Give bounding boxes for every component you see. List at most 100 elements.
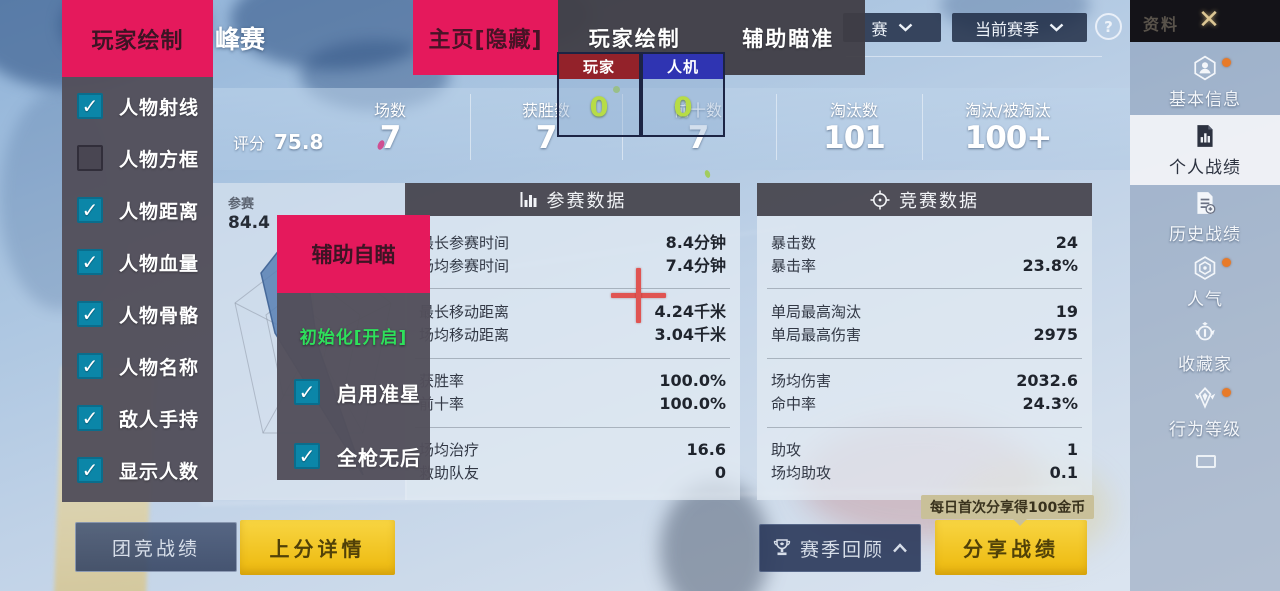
chart-doc-icon xyxy=(1197,124,1213,147)
sidebar-item-collector[interactable]: 收藏家 xyxy=(1130,315,1280,380)
checkbox-row[interactable]: ✓ 显示人数 xyxy=(62,444,213,496)
sidebar-item-personal-record[interactable]: 个人战绩 xyxy=(1130,115,1280,185)
checkbox-row[interactable]: ✓ 人物骨骼 xyxy=(62,288,213,340)
sidebar-item-popularity[interactable]: 人气 xyxy=(1130,250,1280,315)
share-record-button[interactable]: 分享战绩 xyxy=(935,520,1087,575)
close-icon[interactable]: ✕ xyxy=(1198,5,1220,35)
counter-value: 0 xyxy=(673,91,693,123)
bot-counter: 人机 0 xyxy=(641,52,725,137)
esp-panel: 玩家绘制 ✓ 人物射线 ✓ 人物方框 ✓ 人物距离 ✓ 人物血量 ✓ 人物骨骼 xyxy=(62,0,213,502)
competition-panel: 竞赛数据 暴击数 24 暴击率 23.8% 单局最高淘汰 19 单局最高伤害 2975 … xyxy=(757,183,1092,500)
checkbox[interactable]: ✓ xyxy=(77,249,103,275)
stat-row: 最长参赛时间 8.4分钟 xyxy=(419,232,726,252)
stat-row: 获胜率 100.0% xyxy=(419,371,726,391)
popularity-icon xyxy=(1194,256,1216,280)
counter-value: 0 xyxy=(589,91,609,123)
rating-value: 75.8 xyxy=(274,130,324,154)
stat-divider xyxy=(776,94,777,160)
sidebar-title: 资料 xyxy=(1143,15,1180,34)
checkbox[interactable]: ✓ xyxy=(77,301,103,327)
stat-row: 命中率 24.3% xyxy=(771,394,1078,414)
checkbox[interactable]: ✓ xyxy=(77,145,103,171)
esp-panel-body: ✓ 人物射线 ✓ 人物方框 ✓ 人物距离 ✓ 人物血量 ✓ 人物骨骼 ✓ 人物名… xyxy=(62,77,213,502)
stat-row: 场均移动距离 3.04千米 xyxy=(419,324,726,344)
mode-dropdown-label: 赛 xyxy=(871,19,888,39)
stat-divider xyxy=(470,94,471,160)
checkbox[interactable]: ✓ xyxy=(77,93,103,119)
tab-player-draw[interactable]: 玩家绘制 xyxy=(588,26,681,51)
rating-label: 评分 xyxy=(233,134,266,153)
stat-column-top10: 前十数 7 xyxy=(673,101,723,156)
checkbox-row[interactable]: ✓ 人物距离 xyxy=(62,184,213,236)
confetti-decor xyxy=(613,86,620,93)
stat-row: 场均助攻 0.1 xyxy=(771,463,1078,483)
checkbox-row[interactable]: ✓ 人物血量 xyxy=(62,236,213,288)
notification-dot xyxy=(1222,58,1231,67)
share-tooltip: 每日首次分享得100金币 xyxy=(921,495,1095,526)
stat-column-kills: 淘汰数 101 xyxy=(823,101,886,156)
checkbox-row[interactable]: ✓ 敌人手持 xyxy=(62,392,213,444)
panel-body: 暴击数 24 暴击率 23.8% 单局最高淘汰 19 单局最高伤害 2975 场均伤害 2… xyxy=(757,216,1092,500)
checkbox[interactable]: ✓ xyxy=(294,443,320,469)
membership-card-icon[interactable] xyxy=(1196,455,1216,468)
rank-detail-button[interactable]: 上分详情 xyxy=(240,520,395,575)
team-record-button[interactable]: 团竞战绩 xyxy=(75,522,237,572)
checkbox-row[interactable]: ✓ 人物名称 xyxy=(62,340,213,392)
crosshair-vertical xyxy=(636,268,641,323)
checkbox[interactable]: ✓ xyxy=(294,379,320,405)
checkbox[interactable]: ✓ xyxy=(77,405,103,431)
nav-underline xyxy=(846,56,1102,57)
stat-row: 助攻 1 xyxy=(771,440,1078,460)
rating: 评分 75.8 xyxy=(233,130,323,154)
stat-row: 最长移动距离 4.24千米 xyxy=(419,301,726,321)
stat-row: 单局最高伤害 2975 xyxy=(771,324,1078,344)
home-hide-button[interactable]: 主页[隐藏] xyxy=(413,0,558,75)
season-dropdown[interactable]: 当前赛季 xyxy=(952,13,1087,42)
checkbox[interactable]: ✓ xyxy=(77,197,103,223)
sidebar-item-basic-info[interactable]: 基本信息 xyxy=(1130,50,1280,115)
bot-counter-label: 人机 xyxy=(643,54,723,79)
season-review-button[interactable]: 赛季回顾 xyxy=(759,524,921,572)
esp-panel-header[interactable]: 玩家绘制 xyxy=(62,0,213,77)
stats-bar: 评分 75.8 场数 7 获胜数 7 前十数 7 淘汰数 101 淘汰/被淘汰 … xyxy=(213,88,1130,170)
notification-dot xyxy=(1222,388,1231,397)
stat-column-kd: 淘汰/被淘汰 100+ xyxy=(964,101,1053,156)
aimbot-status[interactable]: 初始化[开启] xyxy=(299,328,408,348)
page-title: 峰赛 xyxy=(215,25,266,54)
checkbox-row[interactable]: ✓ 人物射线 xyxy=(62,80,213,132)
stat-row: 救助队友 0 xyxy=(419,463,726,483)
bar-chart-icon xyxy=(520,192,536,207)
tab-aim-assist[interactable]: 辅助瞄准 xyxy=(742,26,835,51)
aimbot-panel-header[interactable]: 辅助自瞄 xyxy=(277,215,430,293)
stat-row: 单局最高淘汰 19 xyxy=(771,301,1078,321)
stat-row: 场均参赛时间 7.4分钟 xyxy=(419,255,726,275)
collector-icon xyxy=(1195,321,1215,341)
checkbox[interactable]: ✓ xyxy=(77,353,103,379)
participation-panel: 参赛数据 最长参赛时间 8.4分钟 场均参赛时间 7.4分钟 最长移动距离 4.24千… xyxy=(405,183,740,500)
sidebar-item-history-record[interactable]: 历史战绩 xyxy=(1130,185,1280,250)
panel-header: 竞赛数据 xyxy=(757,183,1092,216)
checkbox-row[interactable]: ✓ 全枪无后 xyxy=(277,433,430,479)
season-dropdown-label: 当前赛季 xyxy=(974,19,1039,39)
player-counter: 玩家 0 xyxy=(557,52,641,137)
sidebar-header: 资料 ✕ xyxy=(1130,0,1280,42)
stat-row: 前十率 100.0% xyxy=(419,394,726,414)
aimbot-panel: 辅助自瞄 初始化[开启] ✓ 启用准星 ✓ 全枪无后 xyxy=(277,215,430,480)
help-icon[interactable]: ? xyxy=(1095,13,1122,40)
user-icon xyxy=(1194,55,1216,81)
checkbox[interactable]: ✓ xyxy=(77,457,103,483)
crosshair-icon xyxy=(870,190,890,209)
notification-dot xyxy=(1222,258,1231,267)
trophy-icon xyxy=(773,539,791,556)
checkbox-row[interactable]: ✓ 启用准星 xyxy=(277,369,430,415)
player-counter-label: 玩家 xyxy=(559,54,639,79)
checkbox-row[interactable]: ✓ 人物方框 xyxy=(62,132,213,184)
stat-divider xyxy=(622,94,623,160)
stat-row: 场均治疗 16.6 xyxy=(419,440,726,460)
chevron-up-icon xyxy=(893,543,907,553)
stat-column-matches: 场数 7 xyxy=(373,101,407,156)
panel-header: 参赛数据 xyxy=(405,183,740,216)
sidebar-item-behavior-level[interactable]: 行为等级 xyxy=(1130,380,1280,445)
chevron-down-icon xyxy=(898,23,912,32)
